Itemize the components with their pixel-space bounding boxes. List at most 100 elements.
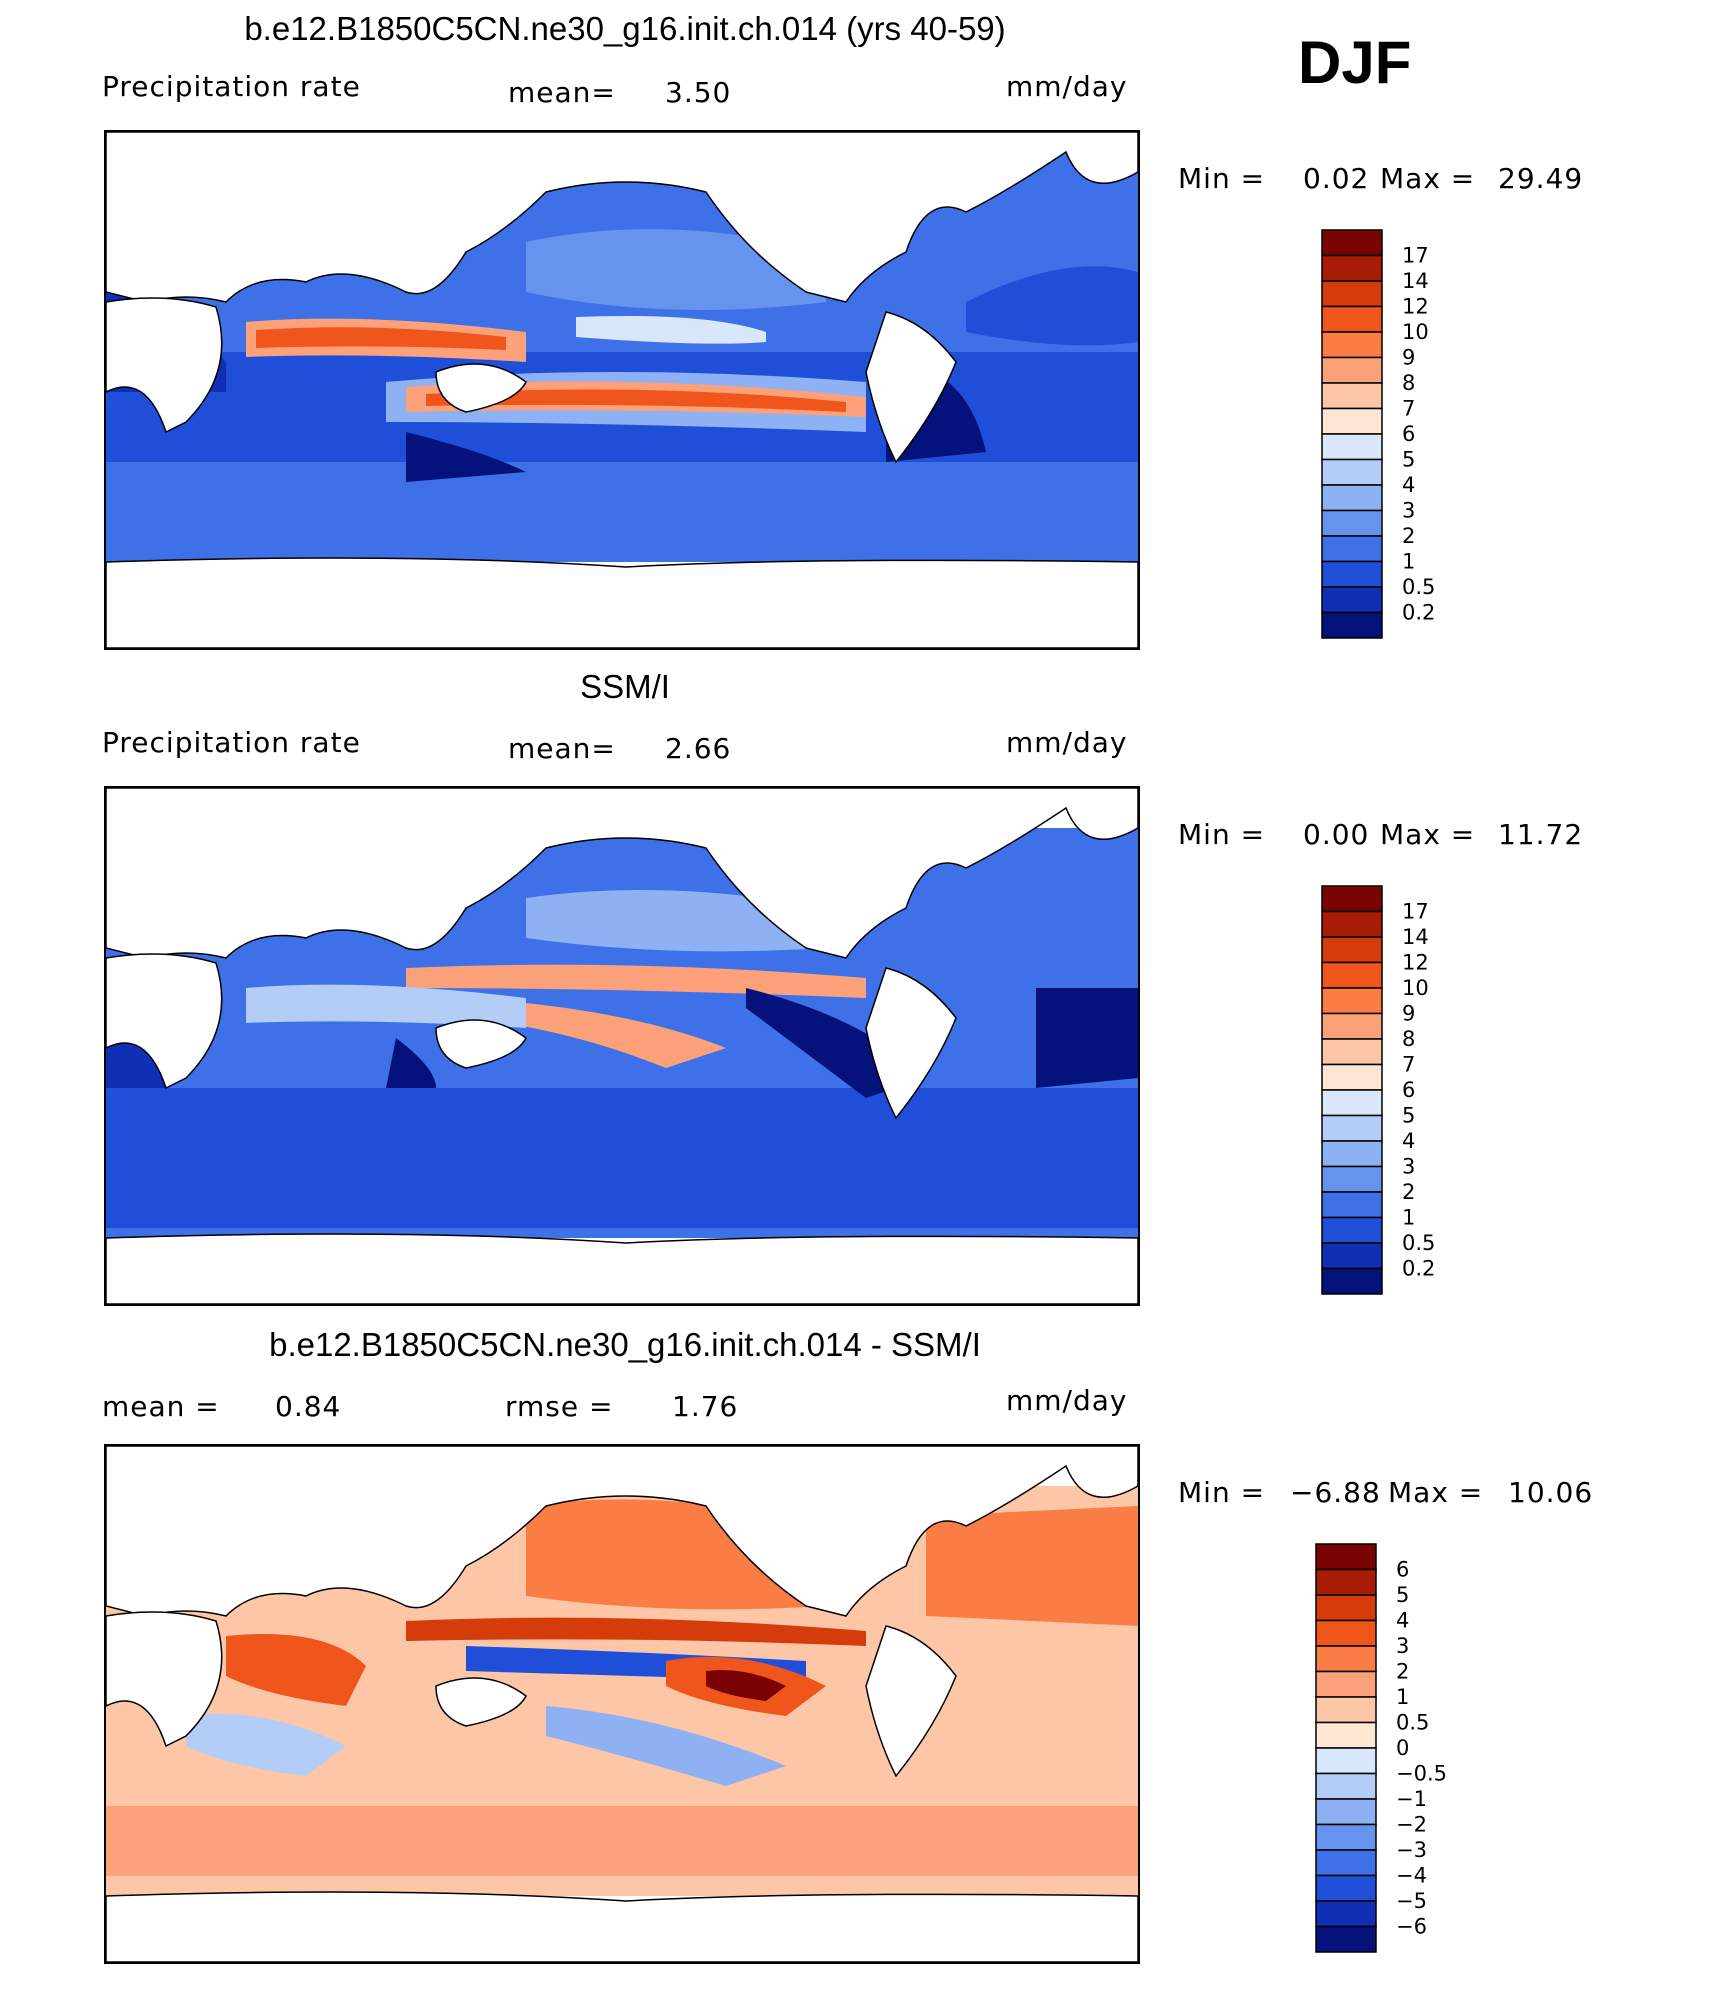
panel-obs-colorbar: 17 14 12 10 9 8 7 6 5 4 3 2 1 0.5 0.2 [1321, 885, 1482, 1298]
colorbar-swatch [1315, 1594, 1377, 1622]
colorbar-level-label: 10 [1402, 976, 1429, 1000]
colorbar-level-label: −3 [1396, 1838, 1427, 1862]
colorbar-level-label: 8 [1402, 1027, 1415, 1051]
colorbar-swatch [1321, 1165, 1383, 1193]
colorbar-swatch [1321, 305, 1383, 333]
panel-diff-min-value: −6.88 [1290, 1476, 1381, 1509]
colorbar-swatch [1315, 1747, 1377, 1775]
colorbar-level-label: 6 [1402, 422, 1415, 446]
panel-obs-units: mm/day [1006, 726, 1128, 759]
colorbar-swatch [1315, 1849, 1377, 1877]
colorbar-level-label: 1 [1402, 550, 1415, 574]
panel-model-min-label: Min = [1178, 162, 1266, 195]
colorbar-swatch [1321, 961, 1383, 989]
colorbar-level-label: 5 [1402, 1104, 1415, 1128]
colorbar-swatch [1321, 1216, 1383, 1244]
colorbar-swatch [1315, 1823, 1377, 1851]
panel-obs-mean-value: 2.66 [665, 732, 732, 765]
colorbar-level-label: 3 [1396, 1634, 1409, 1658]
panel-model-max-label: Max = [1380, 162, 1476, 195]
colorbar-swatch [1321, 1267, 1383, 1295]
colorbar-level-label: 0.5 [1402, 1231, 1435, 1255]
panel-model-units: mm/day [1006, 70, 1128, 103]
panel-model-min-value: 0.02 [1303, 162, 1370, 195]
panel-model-mean-value: 3.50 [665, 76, 732, 109]
panel-diff-mean-label: mean = [102, 1390, 220, 1423]
colorbar-level-label: 10 [1402, 320, 1429, 344]
land-outlines [106, 788, 1138, 1304]
season-label: DJF [1298, 29, 1412, 96]
panel-diff-units: mm/day [1006, 1384, 1128, 1417]
panel-diff-colorbar: 6 5 4 3 2 1 0.5 0 −0.5 −1 −2 −3 −4 −5 −6 [1315, 1543, 1476, 1956]
colorbar-swatch [1315, 1543, 1377, 1571]
colorbar-level-label: 4 [1402, 1129, 1415, 1153]
colorbar-level-label: 7 [1402, 397, 1415, 421]
colorbar-level-label: −4 [1396, 1864, 1427, 1888]
colorbar-level-label: 9 [1402, 1002, 1415, 1026]
colorbar-swatch [1321, 910, 1383, 938]
colorbar-swatch [1321, 1038, 1383, 1066]
colorbar-level-label: 4 [1396, 1609, 1409, 1633]
colorbar-level-label: 17 [1402, 900, 1429, 924]
land-outlines [106, 1446, 1138, 1962]
panel-diff-mean-value: 0.84 [275, 1390, 342, 1423]
colorbar-level-label: 0 [1396, 1736, 1409, 1760]
colorbar-swatch [1321, 254, 1383, 282]
panel-obs-min-value: 0.00 [1303, 818, 1370, 851]
panel-obs-min-label: Min = [1178, 818, 1266, 851]
colorbar-swatch [1315, 1874, 1377, 1902]
colorbar-swatch [1315, 1798, 1377, 1826]
colorbar-swatch [1315, 1670, 1377, 1698]
colorbar-level-label: 2 [1402, 524, 1415, 548]
colorbar-swatch [1315, 1619, 1377, 1647]
colorbar-swatch [1321, 331, 1383, 359]
colorbar-swatch [1321, 458, 1383, 486]
panel-obs-max-value: 11.72 [1498, 818, 1584, 851]
colorbar-level-label: 0.5 [1402, 575, 1435, 599]
colorbar-level-label: 14 [1402, 925, 1429, 949]
colorbar-level-label: −1 [1396, 1787, 1427, 1811]
colorbar-level-label: 0.5 [1396, 1711, 1429, 1735]
colorbar-swatch [1321, 936, 1383, 964]
colorbar-level-label: −6 [1396, 1915, 1427, 1939]
colorbar-level-label: 2 [1396, 1660, 1409, 1684]
colorbar-swatch [1321, 1012, 1383, 1040]
colorbar-swatch [1315, 1925, 1377, 1953]
colorbar-level-label: 3 [1402, 499, 1415, 523]
colorbar-swatch [1321, 280, 1383, 308]
panel-model-map [104, 130, 1140, 650]
colorbar-swatch [1321, 611, 1383, 639]
colorbar-swatch [1321, 560, 1383, 588]
colorbar-swatch [1315, 1568, 1377, 1596]
colorbar-swatch [1321, 509, 1383, 537]
panel-diff-min-label: Min = [1178, 1476, 1266, 1509]
colorbar-level-label: 5 [1402, 448, 1415, 472]
colorbar-swatch [1321, 484, 1383, 512]
colorbar-level-label: 7 [1402, 1053, 1415, 1077]
colorbar-level-label: 5 [1396, 1583, 1409, 1607]
panel-model-colorbar: 17 14 12 10 9 8 7 6 5 4 3 2 1 0.5 0.2 [1321, 229, 1482, 642]
colorbar-level-label: 12 [1402, 295, 1429, 319]
panel-obs-variable: Precipitation rate [102, 726, 361, 759]
colorbar-swatch [1315, 1772, 1377, 1800]
colorbar-level-label: −0.5 [1396, 1762, 1447, 1786]
colorbar-swatch [1315, 1900, 1377, 1928]
colorbar-swatch [1321, 1242, 1383, 1270]
panel-model-title: b.e12.B1850C5CN.ne30_g16.init.ch.014 (yr… [244, 10, 1006, 47]
colorbar-swatch [1321, 1063, 1383, 1091]
colorbar-level-label: 17 [1402, 244, 1429, 268]
colorbar-swatch [1321, 229, 1383, 257]
panel-model-mean-label: mean= [508, 76, 616, 109]
panel-obs-title: SSM/I [580, 668, 670, 705]
colorbar-swatch [1321, 535, 1383, 563]
panel-model-variable: Precipitation rate [102, 70, 361, 103]
colorbar-swatch [1315, 1721, 1377, 1749]
colorbar-level-label: 1 [1396, 1685, 1409, 1709]
colorbar-swatch [1321, 885, 1383, 913]
colorbar-level-label: 12 [1402, 951, 1429, 975]
colorbar-level-label: 3 [1402, 1155, 1415, 1179]
colorbar-swatch [1321, 1089, 1383, 1117]
